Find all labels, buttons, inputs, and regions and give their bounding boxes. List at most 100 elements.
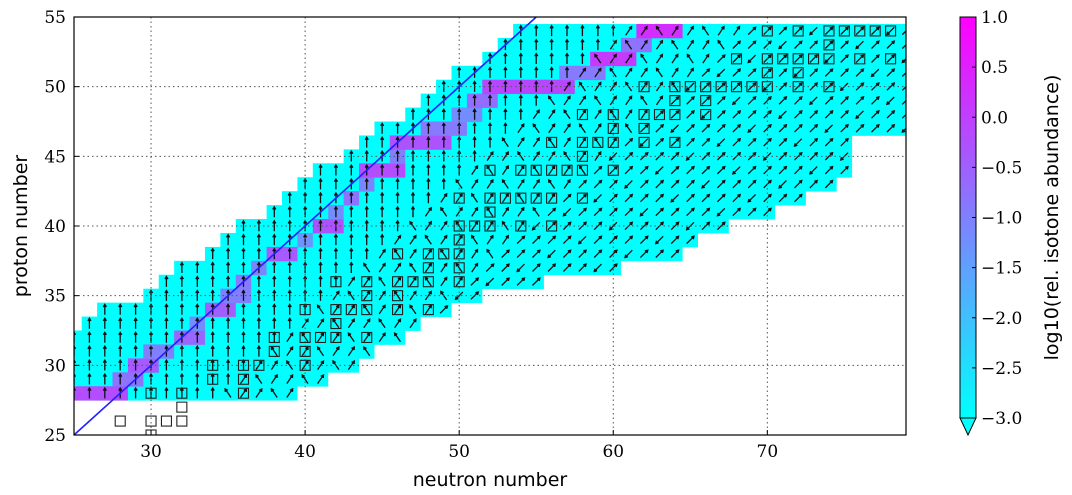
stable-isotope-marker xyxy=(330,304,342,316)
stable-isotope-marker xyxy=(607,136,619,148)
network-row-z40 xyxy=(235,219,729,234)
y-tick-label: 40 xyxy=(44,217,66,237)
stable-isotope-marker xyxy=(854,25,866,37)
stable-isotope-marker xyxy=(114,415,126,427)
stable-isotope-marker xyxy=(546,192,558,204)
abundance-cell-z53 xyxy=(620,37,652,53)
stable-isotope-marker xyxy=(361,304,373,316)
stable-isotope-marker xyxy=(330,317,342,330)
colorbar-tick-label: −1.0 xyxy=(981,209,1022,229)
stable-isotope-marker xyxy=(253,359,265,371)
stable-isotope-marker xyxy=(422,304,434,316)
colorbar-tick-label: −1.5 xyxy=(981,259,1022,279)
stable-isotope-marker xyxy=(854,53,866,65)
stable-isotope-marker xyxy=(546,136,558,148)
abundance-cell-z31 xyxy=(143,344,175,359)
stable-isotope-marker xyxy=(361,331,373,344)
abundance-cell-z32 xyxy=(174,330,205,345)
network-row-z46 xyxy=(359,135,853,150)
colorbar: 1.0 0.5 0.0 −0.5 −1.0 −1.5 −2.0 −2.5 −3.0 xyxy=(959,8,1022,437)
stable-isotope-marker xyxy=(653,108,666,121)
stable-isotope-marker xyxy=(576,108,588,121)
stable-isotope-marker xyxy=(453,234,465,246)
stable-isotope-marker xyxy=(314,331,327,344)
stable-isotope-marker xyxy=(669,95,681,107)
y-tick-label: 50 xyxy=(44,78,66,98)
y-tick-label: 55 xyxy=(44,8,66,28)
abundance-cell-z35 xyxy=(220,288,252,304)
stable-isotope-marker xyxy=(730,81,743,93)
abundance-cell-z29 xyxy=(112,372,144,387)
colorbar-label: log10(rel. isotone abundance) xyxy=(1041,75,1063,361)
stable-isotope-marker xyxy=(761,53,773,65)
stable-isotope-marker xyxy=(469,220,481,232)
stable-isotope-marker xyxy=(576,192,588,204)
stable-isotope-marker xyxy=(530,164,542,176)
stable-isotope-marker xyxy=(392,276,404,288)
stable-isotope-marker xyxy=(792,25,804,37)
stable-isotope-marker xyxy=(484,164,496,176)
network-row-z53 xyxy=(497,37,906,53)
colorbar-tick-label: 0.5 xyxy=(981,58,1008,78)
stable-isotope-marker xyxy=(176,415,188,427)
stable-isotope-marker xyxy=(638,122,650,135)
stable-isotope-marker xyxy=(761,67,773,79)
stable-isotope-marker xyxy=(576,136,588,148)
stable-isotope-marker xyxy=(576,164,588,176)
stable-isotope-marker xyxy=(823,25,835,37)
x-tick-label: 30 xyxy=(140,442,162,462)
stable-isotope-marker xyxy=(869,25,881,37)
network-row-z42 xyxy=(282,191,806,206)
abundance-cell-z49 xyxy=(466,93,498,108)
stable-isotope-marker xyxy=(700,95,712,107)
stable-isotope-marker xyxy=(422,262,434,274)
abundance-cell-z34 xyxy=(204,302,236,317)
stable-isotope-marker xyxy=(176,387,188,399)
network-row-z52 xyxy=(482,51,906,67)
stable-isotope-marker xyxy=(761,25,773,37)
stable-isotope-marker xyxy=(299,345,311,357)
stable-isotope-marker xyxy=(823,53,835,65)
stable-isotope-marker xyxy=(715,81,727,93)
y-tick-label: 35 xyxy=(44,287,66,307)
x-tick-label: 70 xyxy=(757,442,779,462)
stable-isotope-marker xyxy=(684,81,696,93)
y-tick-label: 25 xyxy=(44,426,66,446)
stable-isotope-marker xyxy=(638,136,650,148)
stable-isotope-marker xyxy=(700,81,712,93)
stable-isotope-marker xyxy=(515,220,527,232)
colorbar-tick-label: −2.5 xyxy=(981,359,1022,379)
stable-isotope-marker xyxy=(207,373,219,385)
stable-isotope-marker xyxy=(607,164,619,176)
abundance-cell-z46 xyxy=(389,135,452,150)
stable-isotope-marker xyxy=(268,345,280,357)
stable-isotope-marker xyxy=(268,331,280,344)
y-tick-label: 30 xyxy=(44,356,66,376)
stable-isotope-marker xyxy=(361,276,373,288)
stable-isotope-marker xyxy=(299,304,311,316)
y-axis-label: proton number xyxy=(10,155,32,298)
stable-isotope-marker xyxy=(176,401,188,413)
stable-isotope-marker xyxy=(546,164,558,176)
stable-isotope-marker xyxy=(330,331,342,344)
stable-isotope-marker xyxy=(392,290,404,302)
stable-isotope-marker xyxy=(515,192,527,204)
stable-isotope-marker xyxy=(299,331,311,344)
stable-isotope-marker xyxy=(823,81,835,93)
stable-isotope-marker xyxy=(792,53,804,65)
stable-isotope-marker xyxy=(885,25,897,37)
stable-isotope-marker xyxy=(761,81,773,93)
x-axis-ticks: 30 40 50 60 70 xyxy=(140,430,778,462)
abundance-cell-z48 xyxy=(451,107,483,122)
stable-isotope-marker xyxy=(237,373,250,385)
stable-isotope-marker xyxy=(838,25,850,37)
flow-arrow-paths xyxy=(74,24,906,399)
stable-isotope-marker xyxy=(823,39,835,51)
y-axis-ticks: 25 30 35 40 45 50 55 xyxy=(44,8,79,446)
stable-isotope-marker xyxy=(422,276,434,288)
stable-isotope-marker xyxy=(237,387,250,399)
stable-isotope-marker xyxy=(885,53,897,65)
colorbar-tick-label: −0.5 xyxy=(981,158,1022,178)
n-equals-z-line xyxy=(74,17,537,435)
